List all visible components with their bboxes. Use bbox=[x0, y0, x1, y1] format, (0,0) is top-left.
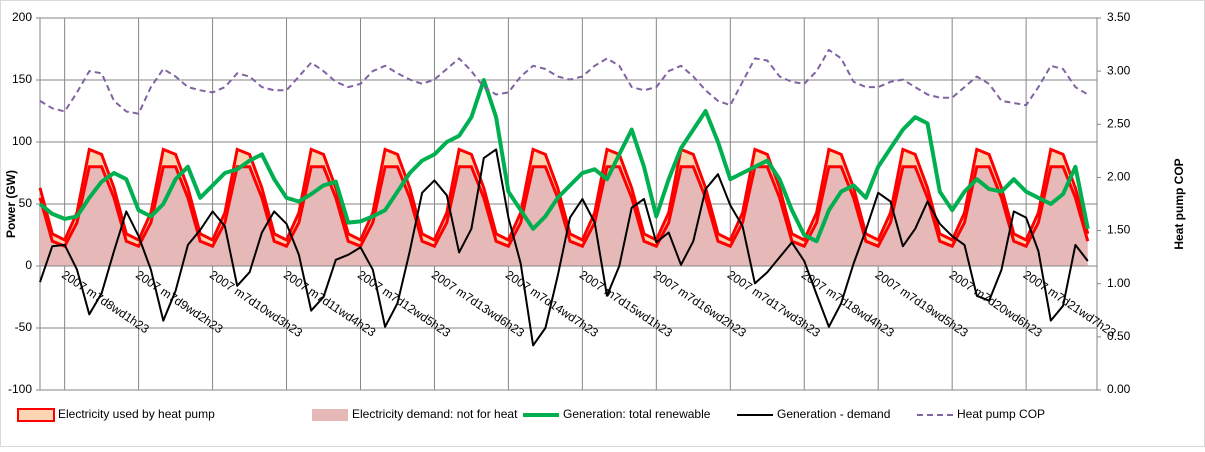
series-line bbox=[38, 78, 1090, 244]
y-tick-label: 50 bbox=[19, 196, 33, 210]
area-not-for-heat bbox=[40, 166, 1088, 266]
legend-label: Heat pump COP bbox=[957, 407, 1045, 421]
series-line bbox=[39, 48, 1089, 115]
y2-tick-label: 1.50 bbox=[1107, 223, 1131, 237]
legend-label: Electricity demand: not for heat bbox=[352, 407, 518, 421]
y2-axis-title: Heat pump COP bbox=[1172, 158, 1186, 249]
legend-label: Generation: total renewable bbox=[563, 407, 711, 421]
y-tick-label: 200 bbox=[12, 10, 32, 24]
legend-swatch bbox=[312, 409, 348, 421]
legend-swatch bbox=[17, 408, 55, 422]
y2-tick-label: 1.00 bbox=[1107, 276, 1131, 290]
y2-tick-label: 3.00 bbox=[1107, 63, 1131, 77]
legend-label: Electricity used by heat pump bbox=[58, 407, 215, 421]
y2-tick-label: 3.50 bbox=[1107, 10, 1131, 24]
y2-tick-label: 0.50 bbox=[1107, 329, 1131, 343]
y-tick-label: 100 bbox=[12, 134, 32, 148]
area-heat-pump bbox=[40, 149, 1088, 247]
y-tick-label: 150 bbox=[12, 72, 32, 86]
y-tick-label: -100 bbox=[8, 382, 32, 396]
legend-label: Generation - demand bbox=[777, 407, 890, 421]
y-tick-label: -50 bbox=[15, 320, 33, 334]
y2-tick-label: 2.00 bbox=[1107, 170, 1131, 184]
edge-not-for-heat bbox=[38, 165, 1090, 249]
series-line bbox=[39, 148, 1089, 347]
y-tick-label: 0 bbox=[25, 258, 32, 272]
y2-tick-label: 0.00 bbox=[1107, 382, 1131, 396]
y2-tick-label: 2.50 bbox=[1107, 116, 1131, 130]
edge-heat-pump bbox=[38, 147, 1090, 243]
y-axis-title: Power (GW) bbox=[4, 170, 18, 238]
